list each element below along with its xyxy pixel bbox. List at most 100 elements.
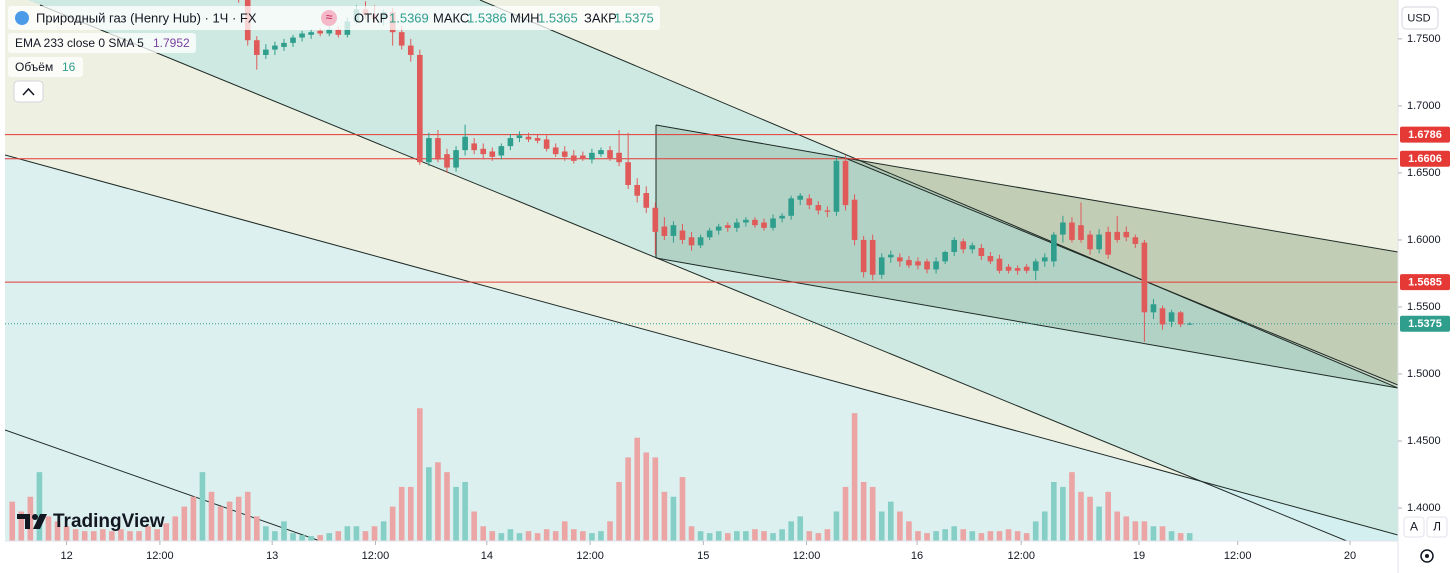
- candle-body: [824, 210, 831, 212]
- volume-bar: [1168, 531, 1175, 541]
- collapse-icon: [22, 87, 35, 96]
- volume-bar: [761, 531, 767, 541]
- candle-body: [815, 205, 822, 211]
- candle-body: [978, 247, 985, 257]
- x-tick-label: 12:00: [793, 550, 821, 562]
- volume-bar: [27, 496, 34, 541]
- volume-bar: [462, 481, 468, 541]
- volume-bar: [634, 437, 641, 541]
- candle-body: [897, 257, 903, 262]
- volume-bar: [72, 529, 79, 541]
- x-tick-label: 14: [481, 550, 493, 562]
- volume-bar: [154, 529, 160, 541]
- log-scale-label: Л: [1433, 520, 1441, 534]
- volume-bar: [389, 506, 396, 541]
- candle-body: [1141, 242, 1148, 313]
- candle-body: [697, 237, 704, 246]
- candle-body: [426, 138, 432, 163]
- ohlc-label: ЗАКР: [584, 10, 617, 25]
- volume-bar: [90, 531, 97, 541]
- volume-bar: [190, 496, 197, 541]
- volume-bar: [589, 533, 595, 541]
- volume-bar: [752, 529, 758, 541]
- candle-body: [670, 225, 677, 236]
- candle-body: [806, 198, 813, 206]
- candle-body: [987, 256, 994, 262]
- volume-bar: [987, 531, 994, 541]
- y-tick-label: 1.7000: [1407, 100, 1441, 112]
- y-tick-label: 1.6000: [1407, 234, 1441, 246]
- x-tick-label: 15: [697, 550, 709, 562]
- candle-body: [498, 146, 505, 156]
- volume-legend-background: [8, 57, 83, 77]
- ohlc-value: 1.5369: [389, 10, 429, 25]
- candle-body: [1186, 323, 1193, 325]
- volume-bar: [670, 496, 677, 541]
- volume-bar: [1032, 521, 1039, 541]
- settings-button[interactable]: [1420, 549, 1434, 563]
- currency-button[interactable]: [1401, 6, 1439, 30]
- symbol-title[interactable]: Природный газ (Henry Hub) · 1Ч · FX: [36, 10, 257, 25]
- candle-body: [1078, 225, 1084, 240]
- volume-bar: [1114, 511, 1121, 541]
- volume-bar: [598, 531, 604, 541]
- candle-body: [1177, 312, 1184, 325]
- candle-body: [1069, 222, 1075, 240]
- collapse-button[interactable]: [13, 80, 44, 103]
- settings-icon: [1425, 554, 1429, 558]
- volume-bar: [471, 511, 477, 541]
- auto-scale-button[interactable]: [1403, 516, 1425, 538]
- candle-body: [299, 33, 305, 38]
- volume-bar: [679, 477, 686, 541]
- volume-bar: [308, 536, 314, 541]
- last-price-label: 1.5375: [1408, 318, 1442, 330]
- candle-body: [598, 150, 604, 155]
- y-tick-label: 1.4000: [1407, 502, 1441, 514]
- inner-channel-fill: [656, 125, 1398, 388]
- volume-bar: [253, 516, 260, 541]
- candle-body: [878, 257, 885, 275]
- volume-bar: [534, 533, 541, 541]
- volume-bar: [851, 413, 858, 541]
- volume-bar: [1078, 491, 1084, 541]
- candle-body: [715, 226, 722, 231]
- channel-fill: [28, 0, 1398, 541]
- volume-bar: [100, 529, 106, 541]
- candle-body: [887, 254, 894, 258]
- volume-bar: [607, 521, 613, 541]
- level-label: 1.6786: [1408, 129, 1442, 141]
- x-tick-label: 19: [1133, 550, 1145, 562]
- candle-body: [1168, 312, 1175, 322]
- x-tick-label: 12:00: [146, 550, 174, 562]
- candle-body: [1032, 261, 1039, 271]
- candle-body: [1159, 308, 1166, 325]
- volume-bar: [36, 472, 43, 541]
- candle-body: [607, 150, 613, 159]
- volume-bar: [516, 533, 523, 541]
- auto-scale-label: A: [1410, 520, 1418, 534]
- volume-bar: [63, 526, 70, 541]
- trend-line: [39, 4, 1349, 541]
- level-label: 1.5685: [1408, 277, 1442, 289]
- axes-layer: 1.4000 1.4500 1.5000 1.5500 1.6000 1.6500 1.70…: [60, 33, 1450, 562]
- candle-body: [652, 207, 659, 232]
- indicator-name[interactable]: EMA 233 close 0 SMA 5: [15, 36, 144, 50]
- x-tick-label: 20: [1344, 550, 1356, 562]
- y-tick-label: 1.7500: [1407, 33, 1441, 45]
- drawings: [5, 0, 1398, 541]
- volume-legend-label[interactable]: Объём: [15, 60, 53, 74]
- log-scale-button[interactable]: [1426, 516, 1448, 538]
- candle-body: [842, 160, 849, 206]
- compare-icon[interactable]: [321, 10, 337, 26]
- ohlc-label: МАКС: [433, 10, 469, 25]
- volume-bar: [1087, 496, 1093, 541]
- candle-body: [734, 222, 740, 228]
- logo-glyph: [33, 514, 47, 529]
- candle-body: [1150, 304, 1157, 313]
- volume-bar: [244, 491, 251, 541]
- volume-bar: [933, 531, 939, 541]
- trend-line: [5, 429, 321, 541]
- volume-bar: [824, 529, 831, 541]
- trend-line: [844, 157, 1398, 253]
